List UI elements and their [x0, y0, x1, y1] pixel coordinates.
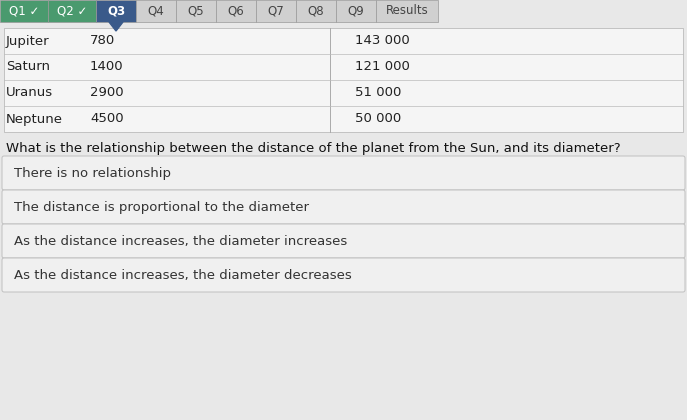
FancyBboxPatch shape — [2, 156, 685, 190]
Bar — [4, 28, 683, 132]
Text: 4500: 4500 — [90, 113, 124, 126]
Polygon shape — [109, 22, 123, 31]
Text: What is the relationship between the distance of the planet from the Sun, and it: What is the relationship between the dis… — [6, 142, 620, 155]
Text: There is no relationship: There is no relationship — [14, 166, 171, 179]
Bar — [48, 0, 96, 22]
Text: Q8: Q8 — [308, 5, 324, 18]
Bar — [96, 0, 136, 22]
Bar — [136, 0, 176, 22]
Text: 780: 780 — [90, 34, 115, 47]
FancyBboxPatch shape — [2, 258, 685, 292]
Text: 1400: 1400 — [90, 60, 124, 74]
Text: 51 000: 51 000 — [355, 87, 401, 100]
Text: As the distance increases, the diameter decreases: As the distance increases, the diameter … — [14, 268, 352, 281]
Text: Results: Results — [385, 5, 429, 18]
Bar — [256, 0, 296, 22]
Text: 2900: 2900 — [90, 87, 124, 100]
Text: Q9: Q9 — [348, 5, 364, 18]
Bar — [0, 0, 48, 22]
Text: Saturn: Saturn — [6, 60, 50, 74]
Bar — [176, 0, 216, 22]
Text: 50 000: 50 000 — [355, 113, 401, 126]
FancyBboxPatch shape — [2, 190, 685, 224]
Bar — [376, 0, 438, 22]
Text: Uranus: Uranus — [6, 87, 53, 100]
Text: Neptune: Neptune — [6, 113, 63, 126]
Text: Q7: Q7 — [268, 5, 284, 18]
Bar — [336, 0, 376, 22]
Text: 143 000: 143 000 — [355, 34, 409, 47]
Text: Q2 ✓: Q2 ✓ — [57, 5, 87, 18]
Text: Q3: Q3 — [107, 5, 125, 18]
Text: Q4: Q4 — [148, 5, 164, 18]
Text: 121 000: 121 000 — [355, 60, 410, 74]
Text: Jupiter: Jupiter — [6, 34, 49, 47]
Text: The distance is proportional to the diameter: The distance is proportional to the diam… — [14, 200, 309, 213]
Text: Q6: Q6 — [227, 5, 245, 18]
Text: As the distance increases, the diameter increases: As the distance increases, the diameter … — [14, 234, 347, 247]
Text: Q5: Q5 — [188, 5, 204, 18]
Text: Q1 ✓: Q1 ✓ — [9, 5, 39, 18]
Bar — [216, 0, 256, 22]
FancyBboxPatch shape — [2, 224, 685, 258]
Bar — [296, 0, 336, 22]
